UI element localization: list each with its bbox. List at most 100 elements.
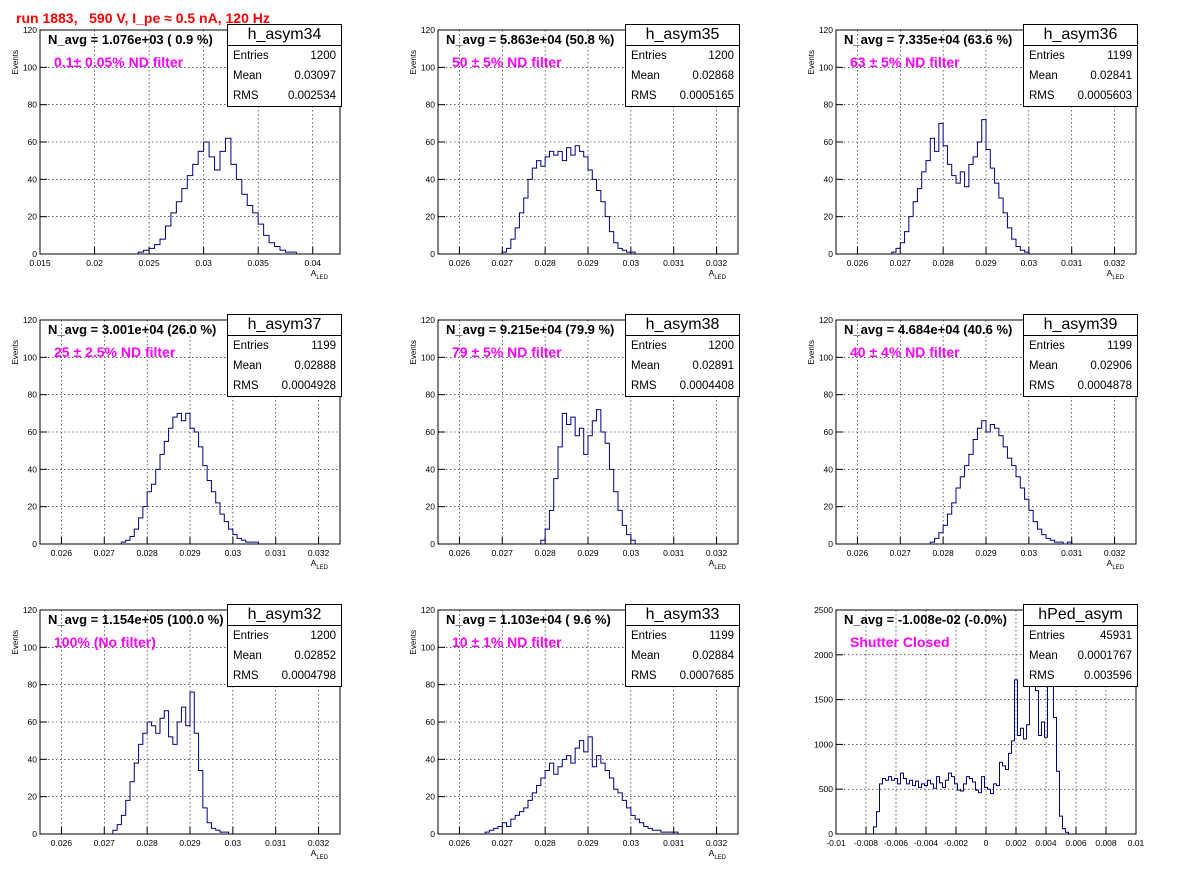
stats-row-rms: RMS 0.0005603 xyxy=(1024,86,1137,106)
stats-value: 1199 xyxy=(311,340,336,352)
y-tick-label: 0 xyxy=(430,829,435,839)
x-tick-label: 0.031 xyxy=(265,548,287,558)
filter-label: 0.1± 0.05% ND filter xyxy=(54,54,184,70)
x-axis-label: ALED xyxy=(311,268,329,281)
stats-row-mean: Mean 0.02868 xyxy=(626,66,739,86)
x-tick-label: 0.004 xyxy=(1035,838,1057,848)
histogram-name: h_asym33 xyxy=(626,605,739,626)
histogram-panel-h_asym37: 0.026 0.027 0.028 0.029 0.03 0.031 0.032 0 20 40 6… xyxy=(0,314,360,579)
y-tick-label: 100 xyxy=(819,352,833,362)
y-tick-label: 0 xyxy=(430,539,435,549)
y-tick-label: 20 xyxy=(824,212,834,222)
y-tick-label: 0 xyxy=(828,539,833,549)
histogram-bars xyxy=(929,420,1073,545)
stats-label: Entries xyxy=(631,340,667,352)
y-tick-label: 80 xyxy=(824,100,834,110)
x-tick-label: 0.032 xyxy=(1104,548,1126,558)
x-tick-label: 0.027 xyxy=(492,838,514,848)
y-tick-label: 20 xyxy=(426,502,436,512)
y-tick-label: 100 xyxy=(23,352,37,362)
histogram-panel-h_asym39: 0.026 0.027 0.028 0.029 0.03 0.031 0.032 0 20 40 6… xyxy=(796,314,1156,579)
x-tick-label: 0.032 xyxy=(1104,258,1126,268)
histogram-panel-h_asym36: 0.026 0.027 0.028 0.029 0.03 0.031 0.032 0 20 40 6… xyxy=(796,24,1156,289)
histogram-name: h_asym35 xyxy=(626,25,739,46)
stats-row-rms: RMS 0.0004928 xyxy=(228,376,341,396)
x-tick-label: 0.028 xyxy=(933,258,955,268)
y-axis-label: Events xyxy=(807,340,816,364)
stats-label: Mean xyxy=(233,360,262,372)
y-axis-label: Events xyxy=(409,630,418,654)
x-tick-label: 0.03 xyxy=(195,258,212,268)
stats-box: h_asym36 Entries 1199 Mean 0.02841 RMS 0.00056… xyxy=(1023,24,1138,107)
x-tick-label: 0.031 xyxy=(663,838,685,848)
stats-box: h_asym32 Entries 1200 Mean 0.02852 RMS 0.00047… xyxy=(227,604,342,687)
filter-label: 10 ± 1% ND filter xyxy=(452,634,562,650)
y-tick-label: 0 xyxy=(430,249,435,259)
x-tick-label: 0.032 xyxy=(308,838,330,848)
y-tick-label: 40 xyxy=(426,754,436,764)
histogram-name: h_asym36 xyxy=(1024,25,1137,46)
stats-row-rms: RMS 0.0005165 xyxy=(626,86,739,106)
y-tick-label: 40 xyxy=(426,174,436,184)
stats-label: Entries xyxy=(233,340,269,352)
stats-row-mean: Mean 0.02891 xyxy=(626,356,739,376)
y-tick-label: 500 xyxy=(819,784,833,794)
y-tick-label: 120 xyxy=(23,605,37,615)
x-tick-label: 0.026 xyxy=(449,838,471,848)
navg-label: N_avg = 1.154e+05 (100.0 %) xyxy=(48,612,224,627)
histogram-bars xyxy=(120,412,260,544)
stats-row-mean: Mean 0.02852 xyxy=(228,646,341,666)
histogram-panel-h_asym33: 0.026 0.027 0.028 0.029 0.03 0.031 0.032 0 20 40 6… xyxy=(398,604,758,869)
stats-row-entries: Entries 1200 xyxy=(626,46,739,66)
y-tick-label: 0 xyxy=(32,249,37,259)
stats-box: hPed_asym Entries 45931 Mean 0.0001767 RMS 0.0… xyxy=(1023,604,1138,687)
stats-label: Entries xyxy=(1029,50,1065,62)
x-tick-label: 0.03 xyxy=(1021,258,1038,268)
y-tick-label: 40 xyxy=(426,464,436,474)
stats-row-mean: Mean 0.02841 xyxy=(1024,66,1137,86)
histogram-svg: 0.026 0.027 0.028 0.029 0.03 0.031 0.032 0 20 40 6… xyxy=(807,25,1137,281)
y-tick-label: 40 xyxy=(824,174,834,184)
x-tick-label: 0.02 xyxy=(86,258,103,268)
stats-value: 0.0004878 xyxy=(1077,380,1132,392)
y-tick-label: 120 xyxy=(421,315,435,325)
histogram-svg: 0.026 0.027 0.028 0.029 0.03 0.031 0.032 0 20 40 6… xyxy=(11,315,341,571)
y-tick-label: 80 xyxy=(824,390,834,400)
stats-value: 1199 xyxy=(709,630,734,642)
y-tick-label: 80 xyxy=(28,390,38,400)
navg-label: N_avg = 1.103e+04 ( 9.6 %) xyxy=(446,612,611,627)
x-tick-label: 0.03 xyxy=(623,548,640,558)
stats-row-mean: Mean 0.02906 xyxy=(1024,356,1137,376)
stats-row-rms: RMS 0.0004408 xyxy=(626,376,739,396)
y-tick-label: 0 xyxy=(828,829,833,839)
histogram-bars xyxy=(112,691,230,834)
stats-label: RMS xyxy=(1029,380,1055,392)
navg-label: N_avg = 9.215e+04 (79.9 %) xyxy=(446,322,615,337)
y-tick-label: 120 xyxy=(819,315,833,325)
x-axis-label: ALED xyxy=(311,848,329,861)
stats-label: RMS xyxy=(233,670,259,682)
stats-row-mean: Mean 0.03097 xyxy=(228,66,341,86)
stats-box: h_asym38 Entries 1200 Mean 0.02891 RMS 0.00044… xyxy=(625,314,740,397)
stats-value: 1200 xyxy=(708,340,734,352)
filter-label: 79 ± 5% ND filter xyxy=(452,344,562,360)
filter-label: 63 ± 5% ND filter xyxy=(850,54,960,70)
y-tick-label: 120 xyxy=(819,25,833,35)
stats-value: 0.0001767 xyxy=(1077,650,1132,662)
navg-label: N_avg = 4.684e+04 (40.6 %) xyxy=(844,322,1013,337)
histogram-bars xyxy=(484,736,679,834)
x-tick-label: 0.028 xyxy=(137,838,159,848)
x-tick-label: 0.029 xyxy=(975,258,997,268)
histogram-svg: 0.026 0.027 0.028 0.029 0.03 0.031 0.032 0 20 40 6… xyxy=(409,25,739,281)
stats-row-entries: Entries 1200 xyxy=(228,46,341,66)
stats-row-rms: RMS 0.002534 xyxy=(228,86,341,106)
y-tick-label: 100 xyxy=(819,62,833,72)
x-tick-label: 0.026 xyxy=(847,548,869,558)
y-tick-label: 100 xyxy=(23,642,37,652)
stats-label: RMS xyxy=(233,380,259,392)
stats-label: RMS xyxy=(1029,90,1055,102)
histogram-name: hPed_asym xyxy=(1024,605,1137,626)
stats-box: h_asym39 Entries 1199 Mean 0.02906 RMS 0.00048… xyxy=(1023,314,1138,397)
y-tick-label: 40 xyxy=(28,754,38,764)
stats-row-mean: Mean 0.02884 xyxy=(626,646,739,666)
